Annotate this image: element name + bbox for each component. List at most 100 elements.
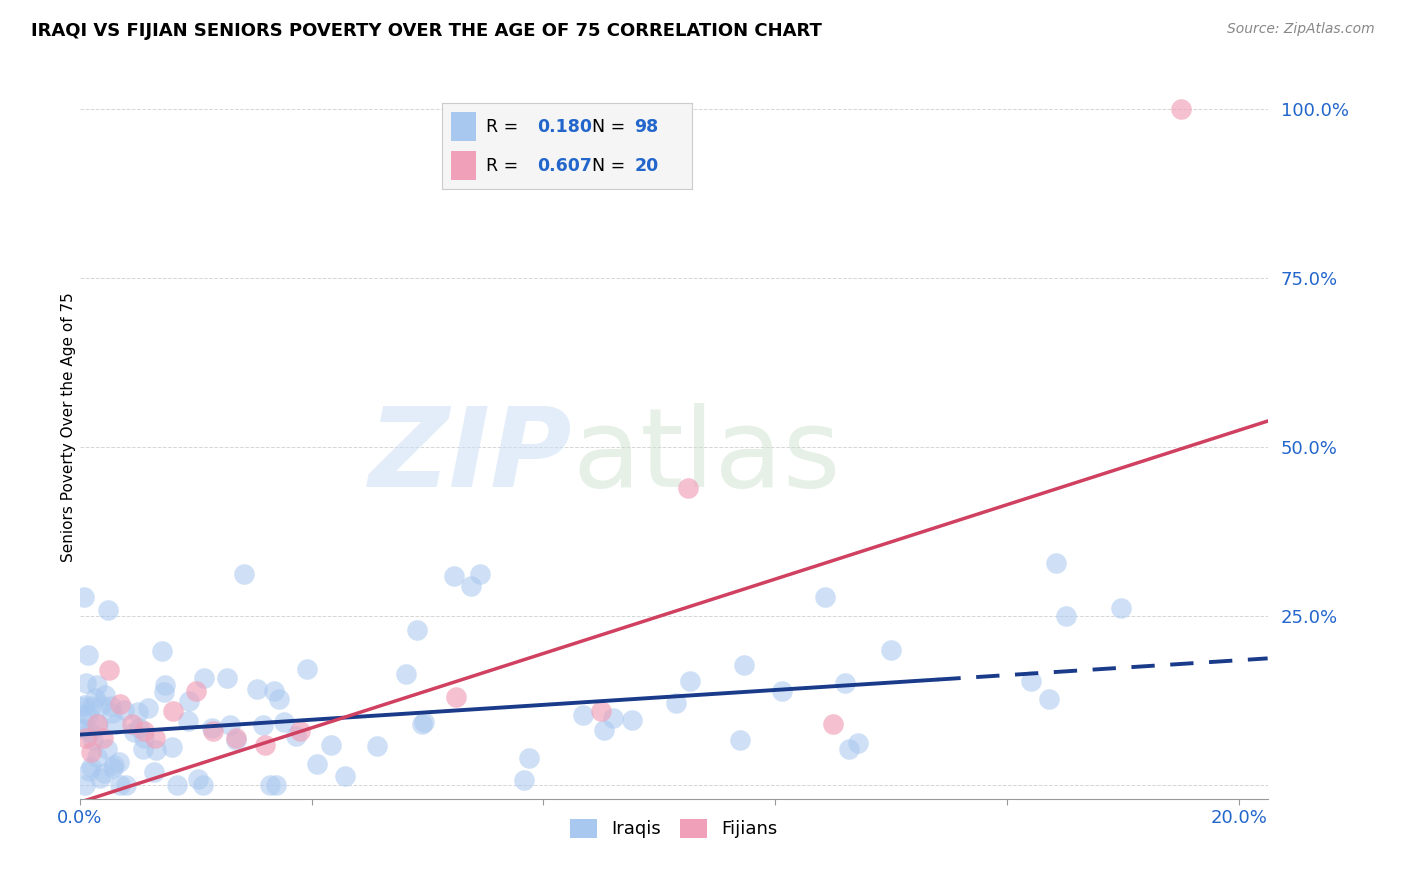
Point [75,778,97,792]
Point [1054,609,1077,624]
Point [676,481,699,495]
Point [86,750,108,764]
Point [679,673,702,688]
Point [153,684,176,698]
Point [252,718,274,732]
Point [138,701,160,715]
Point [104,717,127,731]
Point [202,724,225,739]
Point [307,757,329,772]
Point [572,707,595,722]
Point [97,664,120,678]
Point [1045,557,1067,571]
Point [121,717,143,731]
Point [80,744,103,758]
Point [153,678,176,692]
Point [730,732,752,747]
Point [86,717,108,731]
Point [77,648,100,663]
Point [591,704,613,718]
Point [77,708,100,723]
Point [254,738,277,752]
Point [665,696,688,710]
Point [512,773,534,788]
Point [264,778,287,792]
Point [263,683,285,698]
Point [602,710,624,724]
Point [132,731,155,745]
Point [879,643,901,657]
Point [446,690,468,705]
Point [79,724,101,739]
Point [94,688,117,702]
Point [443,569,465,583]
Point [1038,692,1060,706]
Point [225,731,247,745]
Point [150,644,173,658]
Point [91,731,114,745]
Point [112,703,135,717]
Point [273,715,295,730]
Point [128,721,150,735]
Point [75,731,97,745]
Point [73,722,96,736]
Text: ZIP: ZIP [370,403,572,510]
Point [82,698,104,713]
Point [101,761,124,775]
Point [75,676,97,690]
Point [75,706,97,721]
Point [73,591,96,605]
Point [132,741,155,756]
Text: atlas: atlas [572,403,841,510]
Point [179,694,201,708]
Point [127,705,149,719]
Point [160,739,183,754]
Y-axis label: Seniors Poverty Over the Age of 75: Seniors Poverty Over the Age of 75 [62,292,76,562]
Point [124,725,146,739]
Point [1021,673,1043,688]
Point [177,714,200,728]
Point [162,704,184,718]
Point [97,603,120,617]
Point [517,751,540,765]
Point [145,743,167,757]
Point [143,731,166,745]
Point [82,733,104,747]
Point [620,713,643,727]
Point [77,764,100,779]
Point [333,768,356,782]
Point [187,772,209,786]
Point [733,658,755,673]
Point [366,739,388,753]
Point [834,676,856,690]
Point [93,766,115,780]
Point [232,567,254,582]
Point [115,778,138,792]
Point [284,729,307,743]
Point [1170,102,1192,116]
Point [460,579,482,593]
Point [288,724,311,739]
Point [1109,600,1132,615]
Point [814,590,837,604]
Point [411,717,433,731]
Point [259,778,281,792]
Point [166,778,188,792]
Point [70,700,93,714]
Point [295,661,318,675]
Point [80,760,103,774]
Point [201,721,224,735]
Point [225,733,247,747]
Point [89,772,111,786]
Point [143,764,166,779]
Point [191,778,214,792]
Point [215,671,238,685]
Point [468,566,491,581]
Point [770,683,793,698]
Point [86,678,108,692]
Point [193,671,215,685]
Point [132,724,155,739]
Point [73,698,96,713]
Point [110,697,132,711]
Point [394,666,416,681]
